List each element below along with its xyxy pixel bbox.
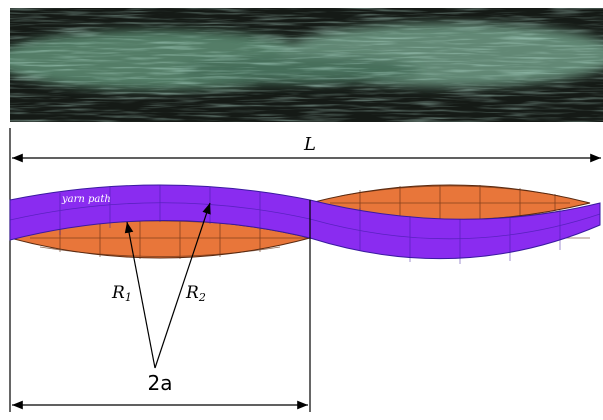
length-label: L bbox=[303, 134, 316, 155]
r2-sub: 2 bbox=[198, 291, 206, 304]
diagram: L yarn path R1 R2 2a bbox=[0, 0, 603, 420]
yarn-path-label: yarn path bbox=[61, 194, 111, 205]
r1-sub: 1 bbox=[125, 291, 132, 304]
r2-base: R bbox=[185, 283, 199, 303]
r1-label: R1 bbox=[111, 283, 132, 304]
yarn-photo bbox=[0, 8, 603, 122]
half-period-label: 2a bbox=[148, 371, 173, 395]
r2-label: R2 bbox=[185, 283, 206, 304]
r1-base: R bbox=[111, 283, 125, 303]
